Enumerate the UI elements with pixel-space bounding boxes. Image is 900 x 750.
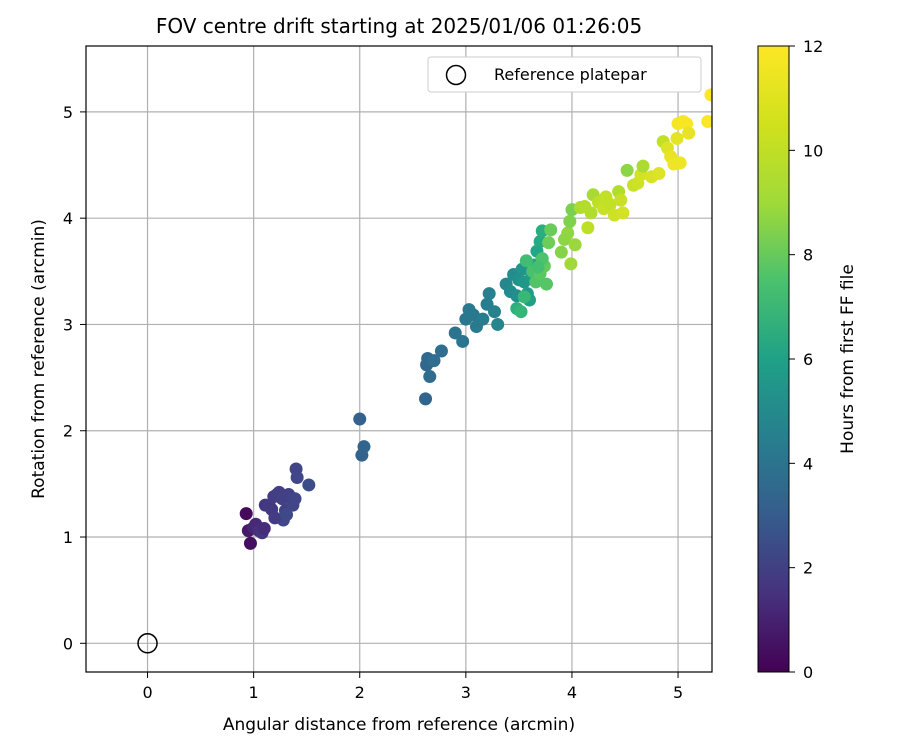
colorbar-tick-label: 10	[803, 141, 823, 160]
x-tick-label: 4	[567, 683, 577, 702]
data-point	[423, 370, 437, 384]
data-point	[561, 226, 575, 240]
data-point	[620, 163, 634, 177]
colorbar-tick-label: 0	[803, 663, 813, 682]
data-point	[704, 88, 712, 102]
data-point	[302, 478, 316, 492]
data-point	[682, 126, 696, 140]
data-point	[673, 156, 687, 170]
colorbar-tick-label: 6	[803, 350, 813, 369]
y-axis-ticks: 0 1 2 3 4 5	[63, 103, 86, 653]
data-point	[554, 245, 568, 259]
data-point	[257, 522, 271, 536]
colorbar-tick-label: 12	[803, 37, 823, 56]
data-point	[487, 305, 501, 319]
legend-box	[427, 56, 702, 93]
colorbar-tick-label: 8	[803, 246, 813, 265]
data-point	[652, 167, 666, 181]
data-point	[456, 334, 470, 348]
data-point	[427, 354, 441, 368]
data-point	[514, 305, 528, 319]
chart-title: FOV centre drift starting at 2025/01/06 …	[156, 14, 642, 38]
y-tick-label: 0	[63, 634, 73, 653]
data-point	[268, 511, 282, 525]
data-point	[491, 317, 505, 331]
data-point	[357, 440, 371, 454]
data-point	[531, 260, 545, 274]
y-tick-label: 2	[63, 422, 73, 441]
legend-marker-icon	[445, 64, 467, 86]
reference-platepar-marker	[137, 633, 158, 654]
legend-label: Reference platepar	[494, 65, 647, 84]
data-point	[448, 326, 462, 340]
colorbar-gradient	[757, 45, 790, 673]
y-tick-label: 5	[63, 103, 73, 122]
data-point	[288, 492, 302, 506]
data-point	[616, 206, 630, 220]
x-tick-label: 3	[461, 683, 471, 702]
colorbar: 0 2 4 6 8 10 12 Hours from first FF file	[757, 37, 858, 682]
x-tick-label: 5	[673, 683, 683, 702]
data-point	[542, 236, 556, 250]
data-point	[419, 392, 433, 406]
data-point	[670, 131, 684, 145]
data-point	[519, 254, 533, 268]
data-point	[280, 508, 294, 522]
x-axis-ticks: 0 1 2 3 4 5	[142, 672, 683, 702]
legend: Reference platepar	[427, 56, 702, 93]
colorbar-ticks: 0 2 4 6 8 10 12	[789, 37, 823, 682]
data-point	[614, 193, 628, 207]
x-tick-label: 0	[142, 683, 152, 702]
y-tick-label: 3	[63, 315, 73, 334]
grid-lines	[86, 46, 712, 672]
x-tick-label: 1	[249, 683, 259, 702]
data-point	[636, 159, 650, 173]
y-tick-label: 1	[63, 528, 73, 547]
x-tick-label: 2	[355, 683, 365, 702]
data-point	[603, 197, 617, 211]
data-point	[544, 223, 558, 237]
data-point	[482, 287, 496, 301]
data-point	[239, 507, 253, 521]
data-point	[290, 471, 304, 485]
data-point	[476, 312, 490, 326]
y-tick-label: 4	[63, 209, 73, 228]
data-point	[243, 536, 257, 550]
data-point	[581, 221, 595, 235]
data-point	[564, 257, 578, 271]
data-point	[517, 290, 531, 304]
data-point	[563, 214, 577, 228]
x-axis-label: Angular distance from reference (arcmin)	[223, 715, 575, 735]
data-point	[568, 238, 582, 252]
data-point	[353, 412, 367, 426]
colorbar-label: Hours from first FF file	[838, 264, 858, 454]
y-axis-label: Rotation from reference (arcmin)	[29, 219, 49, 499]
data-points	[239, 88, 712, 550]
plot-frame	[85, 45, 713, 673]
data-point	[701, 114, 712, 128]
data-point	[539, 277, 553, 291]
data-point	[584, 206, 598, 220]
data-point	[434, 344, 448, 358]
colorbar-tick-label: 2	[803, 559, 813, 578]
colorbar-tick-label: 4	[803, 454, 813, 473]
